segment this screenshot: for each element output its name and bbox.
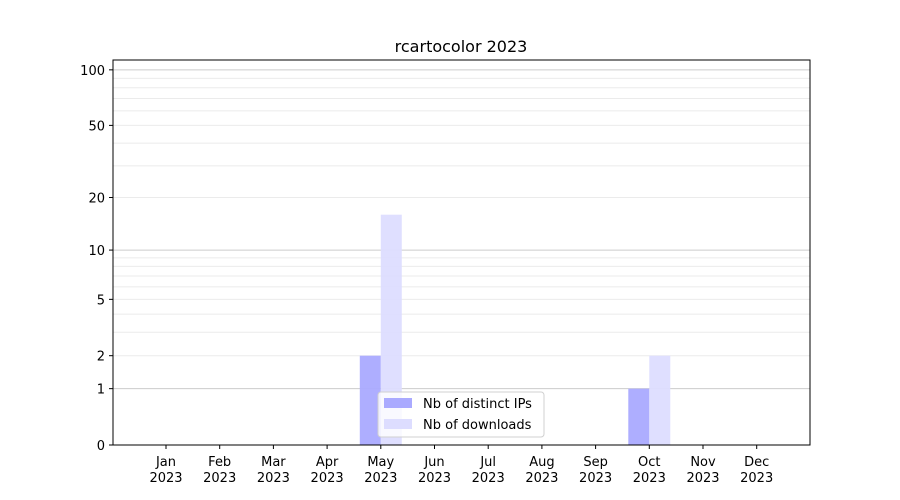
x-tick-label: Dec — [744, 455, 769, 470]
x-tick-label: 2023 — [149, 471, 182, 486]
y-tick-label: 5 — [97, 293, 105, 308]
x-tick-label: 2023 — [472, 471, 505, 486]
legend-label: Nb of downloads — [423, 418, 532, 433]
x-tick-label: 2023 — [311, 471, 344, 486]
legend-swatch — [384, 419, 412, 429]
x-tick-label: Nov — [690, 455, 716, 470]
legend-label: Nb of distinct IPs — [423, 397, 532, 412]
bar-downloads — [380, 214, 402, 445]
legend-box — [377, 391, 545, 438]
y-tick-label: 1 — [97, 383, 105, 398]
y-tick-label: 0 — [97, 439, 105, 454]
y-tick-label: 2 — [97, 350, 105, 365]
x-tick-label: 2023 — [525, 471, 558, 486]
x-tick-label: Jun — [423, 455, 444, 470]
x-tick-label: 2023 — [740, 471, 773, 486]
chart-title: rcartocolor 2023 — [395, 37, 528, 56]
x-tick-label: 2023 — [364, 471, 397, 486]
x-tick-label: Sep — [583, 455, 608, 470]
x-tick-label: 2023 — [257, 471, 290, 486]
y-tick-label: 10 — [88, 244, 105, 259]
y-tick-label: 20 — [88, 192, 105, 207]
x-tick-label: Jul — [479, 455, 496, 470]
bar-distinct-ips — [359, 355, 381, 445]
y-tick-label: 100 — [80, 64, 105, 79]
x-tick-label: 2023 — [418, 471, 451, 486]
x-tick-label: Aug — [529, 455, 554, 470]
x-tick-label: Oct — [638, 455, 660, 470]
bar-distinct-ips — [628, 388, 650, 445]
x-tick-label: 2023 — [686, 471, 719, 486]
legend: Nb of distinct IPs Nb of downloads — [377, 391, 545, 438]
legend-swatch — [384, 398, 412, 408]
x-tick-label: 2023 — [203, 471, 236, 486]
y-tick-label: 50 — [88, 119, 105, 134]
x-tick-label: 2023 — [579, 471, 612, 486]
plot-frame — [112, 59, 811, 446]
x-tick-label: 2023 — [633, 471, 666, 486]
x-tick-label: Jan — [155, 455, 176, 470]
x-tick-label: Mar — [261, 455, 286, 470]
x-tick-label: Apr — [316, 455, 339, 470]
bar-downloads — [649, 355, 671, 445]
x-tick-label: Feb — [208, 455, 231, 470]
x-tick-label: May — [367, 455, 394, 470]
